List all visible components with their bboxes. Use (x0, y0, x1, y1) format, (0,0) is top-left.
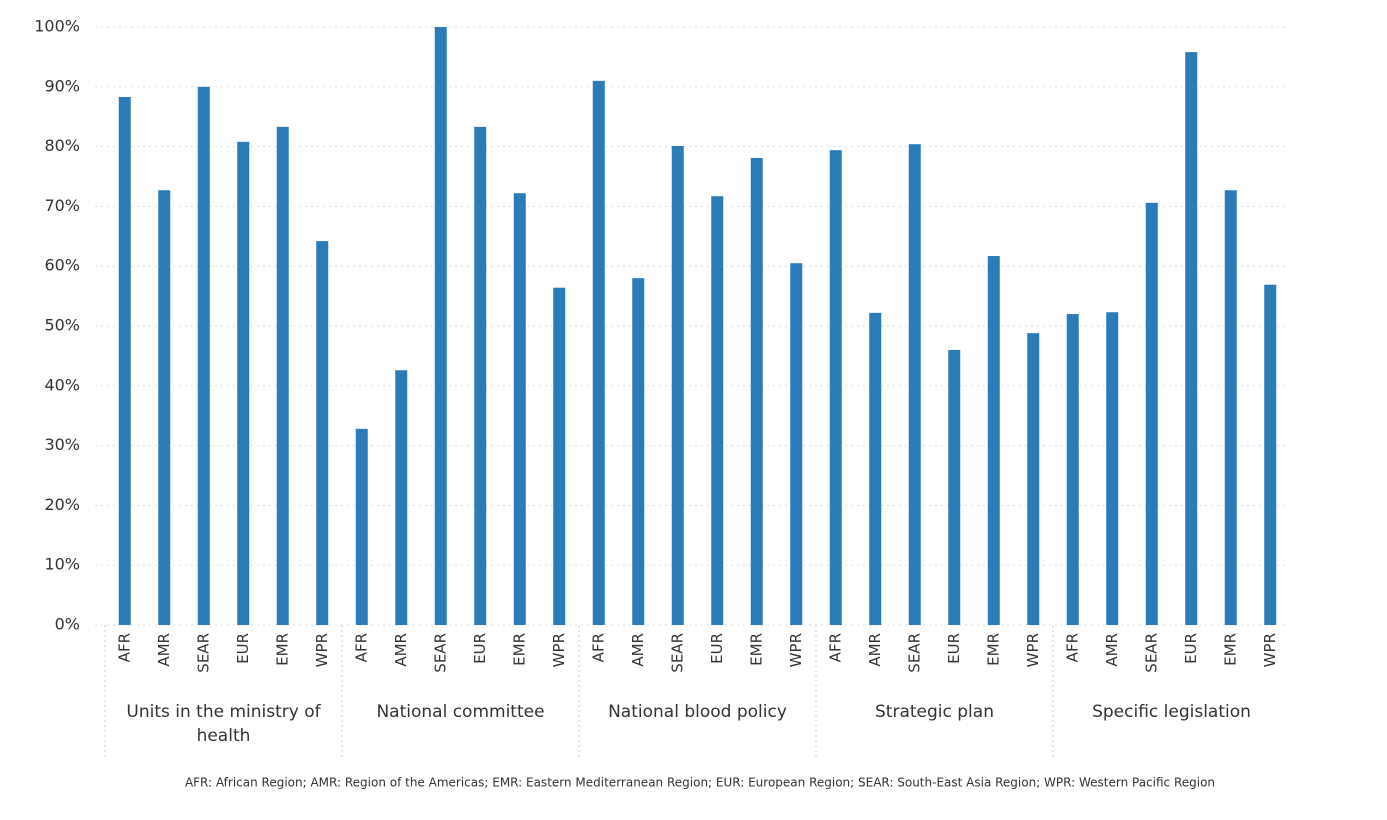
x-tick-label: SEAR (1142, 633, 1160, 673)
x-tick-label: AFR (115, 633, 133, 662)
x-tick-label: EMR (1221, 633, 1239, 666)
x-tick-label: SEAR (905, 633, 923, 673)
bar (869, 312, 882, 625)
x-tick-label: WPR (1024, 633, 1042, 667)
bar (592, 80, 605, 625)
x-tick-label: AFR (826, 633, 844, 662)
bar (158, 190, 171, 625)
bar (1185, 52, 1198, 625)
bar (671, 146, 684, 625)
y-tick-label: 50% (44, 316, 80, 335)
x-tick-label: AMR (392, 633, 410, 667)
bar (750, 157, 763, 625)
bar (355, 428, 368, 625)
bar (711, 196, 724, 625)
x-tick-label: EMR (510, 633, 528, 666)
bar (553, 287, 566, 625)
x-tick-label: WPR (313, 633, 331, 667)
y-tick-label: 60% (44, 256, 80, 275)
x-tick-label: AMR (155, 633, 173, 667)
bar (1066, 314, 1079, 625)
footnote: AFR: African Region; AMR: Region of the … (185, 776, 1215, 790)
group-label: National blood policy (608, 702, 787, 722)
x-tick-label: WPR (787, 633, 805, 667)
y-tick-label: 40% (44, 375, 80, 394)
group-label: Strategic plan (875, 702, 994, 722)
bar (395, 370, 408, 625)
bar (1264, 284, 1277, 625)
y-tick-label: 20% (44, 495, 80, 514)
y-tick-label: 100% (34, 17, 80, 36)
y-tick-label: 80% (44, 136, 80, 155)
y-tick-label: 0% (55, 615, 80, 634)
x-tick-label: AFR (352, 633, 370, 662)
group-label-box: Units in the ministry of health (126, 702, 321, 746)
x-tick-label: WPR (550, 633, 568, 667)
bar (987, 256, 1000, 625)
y-tick-label: 90% (44, 76, 80, 95)
x-tick-label: EUR (1182, 633, 1200, 664)
bar (908, 144, 921, 625)
y-tick-label: 70% (44, 196, 80, 215)
bar (829, 150, 842, 626)
bar (474, 126, 487, 625)
group-label: Specific legislation (1092, 702, 1251, 722)
x-tick-label: EMR (747, 633, 765, 666)
bar (237, 141, 250, 626)
bar (197, 86, 210, 626)
bar (790, 263, 803, 625)
x-tick-label: SEAR (668, 633, 686, 673)
x-tick-label: EUR (471, 633, 489, 664)
bar (316, 241, 329, 626)
bar (1027, 333, 1040, 625)
x-tick-label: WPR (1261, 633, 1279, 667)
bar (118, 96, 131, 625)
y-tick-label: 10% (44, 555, 80, 574)
x-tick-label: AMR (1103, 633, 1121, 667)
group-label-box: Specific legislation (1092, 702, 1251, 722)
group-label-box: National committee (376, 702, 545, 722)
x-tick-label: AFR (589, 633, 607, 662)
x-tick-label: EMR (984, 633, 1002, 666)
y-tick-label: 30% (44, 435, 80, 454)
group-label-box: Strategic plan (875, 702, 994, 722)
group-label: Units in the ministry of health (126, 702, 321, 746)
x-tick-label: EMR (273, 633, 291, 666)
bar (276, 126, 289, 625)
bar (1145, 202, 1158, 625)
x-tick-label: SEAR (194, 633, 212, 673)
x-tick-label: AFR (1063, 633, 1081, 662)
bar (1106, 312, 1119, 625)
bar (434, 27, 447, 625)
x-tick-label: SEAR (431, 633, 449, 673)
bar (632, 278, 645, 625)
x-tick-label: EUR (708, 633, 726, 664)
x-tick-label: EUR (945, 633, 963, 664)
bar (513, 193, 526, 625)
x-tick-label: AMR (866, 633, 884, 667)
x-tick-label: EUR (234, 633, 252, 664)
group-label-box: National blood policy (608, 702, 787, 722)
bar (948, 349, 961, 625)
group-label: National committee (376, 702, 545, 722)
bar (1224, 190, 1237, 625)
x-tick-label: AMR (629, 633, 647, 667)
